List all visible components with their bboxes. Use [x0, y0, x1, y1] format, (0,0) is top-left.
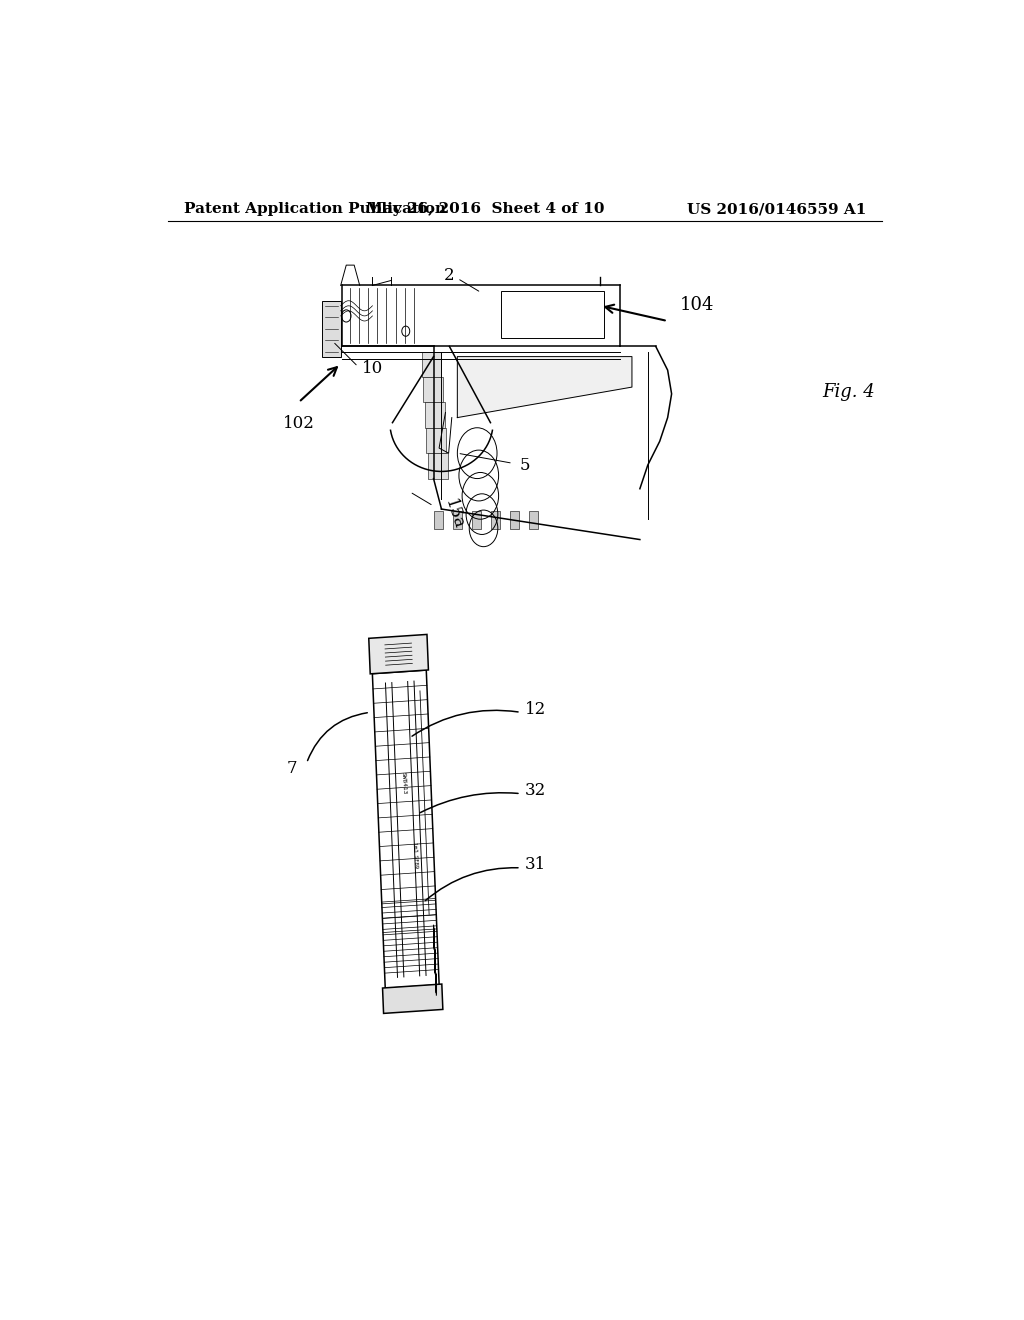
Text: SW8413: SW8413 — [400, 772, 407, 795]
Bar — [426, 428, 446, 453]
Text: 7: 7 — [287, 760, 297, 776]
Polygon shape — [383, 983, 442, 1014]
Circle shape — [401, 326, 410, 337]
Bar — [510, 511, 519, 529]
Bar — [490, 511, 500, 529]
Bar — [323, 301, 341, 356]
Bar — [425, 403, 444, 428]
Text: Patent Application Publication: Patent Application Publication — [183, 202, 445, 216]
Bar — [528, 511, 539, 529]
Text: 15a: 15a — [441, 496, 467, 532]
Text: US 2016/0146559 A1: US 2016/0146559 A1 — [687, 202, 866, 216]
Text: 32: 32 — [524, 783, 546, 799]
Text: 102: 102 — [283, 414, 314, 432]
Bar — [501, 290, 604, 338]
Bar — [423, 378, 443, 403]
Text: Fig. 4: Fig. 4 — [822, 383, 876, 401]
Polygon shape — [369, 635, 428, 673]
Polygon shape — [373, 671, 439, 989]
Text: 12: 12 — [524, 701, 546, 718]
Polygon shape — [458, 356, 632, 417]
Bar — [422, 351, 441, 378]
Text: 5: 5 — [519, 457, 529, 474]
Bar — [428, 453, 447, 479]
Text: May 26, 2016  Sheet 4 of 10: May 26, 2016 Sheet 4 of 10 — [366, 202, 604, 216]
Text: 31: 31 — [524, 857, 546, 874]
Text: 104: 104 — [680, 296, 714, 314]
Text: 2: 2 — [444, 267, 455, 284]
Bar — [433, 511, 443, 529]
Text: 10: 10 — [362, 360, 383, 378]
Text: lm3 SF89: lm3 SF89 — [412, 842, 419, 867]
Bar — [472, 511, 481, 529]
Bar — [453, 511, 462, 529]
